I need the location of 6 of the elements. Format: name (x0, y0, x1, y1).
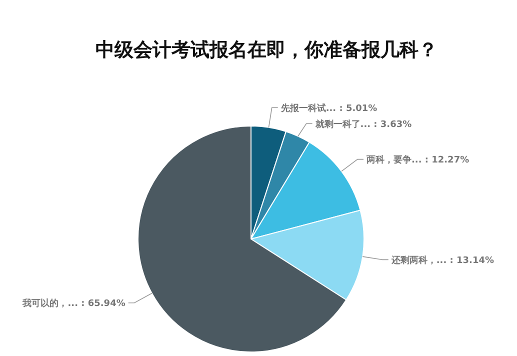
slice-label: 两科，要争... : 12.27% (365, 154, 470, 166)
slice-label: 还剩两科，... : 13.14% (390, 254, 494, 266)
slice-label: 先报一科试... : 5.01% (280, 102, 378, 114)
slice-label: 我可以的，... : 65.94% (22, 298, 126, 310)
slice-label: 就剩一科了... : 3.63% (314, 118, 412, 130)
chart-title: 中级会计考试报名在即，你准备报几科？ (96, 39, 438, 61)
